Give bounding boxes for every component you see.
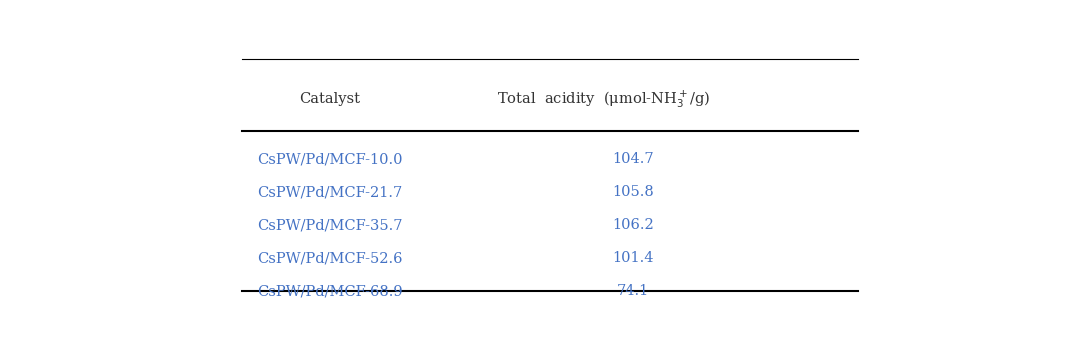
Text: CsPW/Pd/MCF-10.0: CsPW/Pd/MCF-10.0 <box>256 153 402 166</box>
Text: 106.2: 106.2 <box>613 218 653 232</box>
Text: CsPW/Pd/MCF-68.9: CsPW/Pd/MCF-68.9 <box>256 284 402 298</box>
Text: 74.1: 74.1 <box>617 284 649 298</box>
Text: 104.7: 104.7 <box>613 153 653 166</box>
Text: 101.4: 101.4 <box>613 251 653 265</box>
Text: 105.8: 105.8 <box>613 185 653 199</box>
Text: Catalyst: Catalyst <box>299 93 361 106</box>
Text: CsPW/Pd/MCF-21.7: CsPW/Pd/MCF-21.7 <box>256 185 402 199</box>
Text: Total  acidity  ($\mathregular{\mu}$mol-NH$_3^+$/g): Total acidity ($\mathregular{\mu}$mol-NH… <box>497 88 710 110</box>
Text: CsPW/Pd/MCF-52.6: CsPW/Pd/MCF-52.6 <box>256 251 402 265</box>
Text: CsPW/Pd/MCF-35.7: CsPW/Pd/MCF-35.7 <box>256 218 402 232</box>
